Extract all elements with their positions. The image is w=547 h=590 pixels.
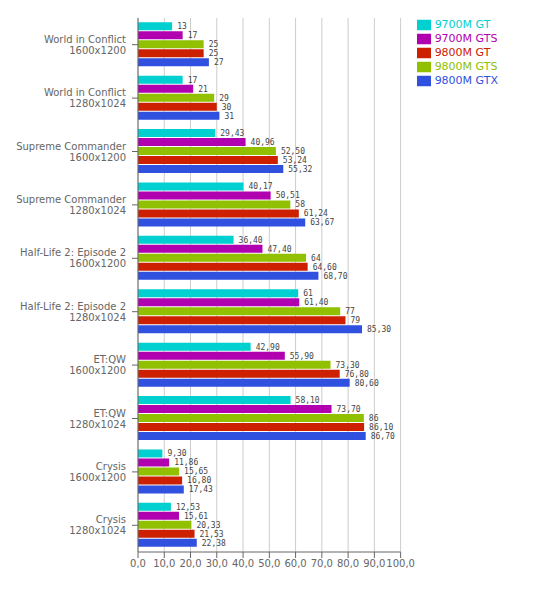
html-text:9800M GTX: 9800M GTX xyxy=(434,74,498,87)
svg-text:40,0: 40,0 xyxy=(232,558,254,569)
svg-text:21,53: 21,53 xyxy=(200,530,224,539)
html-text:9800M GT: 9800M GT xyxy=(434,46,491,59)
svg-text:15,61: 15,61 xyxy=(184,512,208,521)
svg-text:86,70: 86,70 xyxy=(371,432,395,441)
svg-text:61: 61 xyxy=(303,289,313,298)
svg-text:11,86: 11,86 xyxy=(174,458,198,467)
svg-text:16,80: 16,80 xyxy=(187,476,211,485)
svg-text:68,70: 68,70 xyxy=(323,272,347,281)
svg-text:ET:QW1280x1024: ET:QW1280x1024 xyxy=(69,408,126,430)
svg-text:90,0: 90,0 xyxy=(363,558,385,569)
svg-text:86: 86 xyxy=(369,414,379,423)
svg-text:17,43: 17,43 xyxy=(189,485,213,494)
svg-text:Crysis1600x1200: Crysis1600x1200 xyxy=(69,461,126,483)
svg-text:World in Conflict1280x1024: World in Conflict1280x1024 xyxy=(44,87,126,109)
svg-text:58: 58 xyxy=(295,200,305,209)
svg-text:21: 21 xyxy=(198,85,208,94)
svg-text:47,40: 47,40 xyxy=(267,245,291,254)
html-text:9700M GT: 9700M GT xyxy=(434,18,491,31)
svg-text:Half-Life 2: Episode 21600x120: Half-Life 2: Episode 21600x1200 xyxy=(20,247,126,269)
svg-text:Half-Life 2: Episode 21280x102: Half-Life 2: Episode 21280x1024 xyxy=(20,301,126,323)
svg-text:73,30: 73,30 xyxy=(336,361,360,370)
svg-text:80,0: 80,0 xyxy=(337,558,359,569)
svg-text:80,60: 80,60 xyxy=(355,379,379,388)
svg-text:36,40: 36,40 xyxy=(239,236,263,245)
svg-text:15,65: 15,65 xyxy=(184,467,208,476)
svg-text:12,53: 12,53 xyxy=(176,503,200,512)
svg-text:22,38: 22,38 xyxy=(202,539,226,548)
svg-text:73,70: 73,70 xyxy=(337,405,361,414)
svg-text:53,24: 53,24 xyxy=(283,156,307,165)
svg-text:42,90: 42,90 xyxy=(256,343,280,352)
svg-text:86,10: 86,10 xyxy=(369,423,393,432)
svg-text:63,67: 63,67 xyxy=(310,218,334,227)
svg-text:Crysis1280x1024: Crysis1280x1024 xyxy=(69,514,126,536)
svg-text:100,0: 100,0 xyxy=(386,558,415,569)
svg-text:ET:QW1600x1200: ET:QW1600x1200 xyxy=(69,354,126,376)
svg-text:20,0: 20,0 xyxy=(179,558,201,569)
html-text:9800M GTS: 9800M GTS xyxy=(434,60,498,73)
svg-text:10,0: 10,0 xyxy=(153,558,175,569)
svg-text:64,60: 64,60 xyxy=(313,263,337,272)
svg-text:61,40: 61,40 xyxy=(304,298,328,307)
svg-text:77: 77 xyxy=(345,307,355,316)
svg-text:30,0: 30,0 xyxy=(206,558,228,569)
svg-text:55,90: 55,90 xyxy=(290,352,314,361)
svg-text:0,0: 0,0 xyxy=(130,558,146,569)
svg-text:70,0: 70,0 xyxy=(311,558,333,569)
svg-text:25: 25 xyxy=(209,49,219,58)
svg-text:Supreme Commander1280x1024: Supreme Commander1280x1024 xyxy=(16,194,127,216)
svg-text:55,32: 55,32 xyxy=(288,165,312,174)
svg-text:40,96: 40,96 xyxy=(251,138,275,147)
svg-text:29: 29 xyxy=(219,94,229,103)
svg-text:25: 25 xyxy=(209,40,219,49)
svg-text:30: 30 xyxy=(222,103,232,112)
svg-text:40,17: 40,17 xyxy=(248,182,272,191)
svg-text:20,33: 20,33 xyxy=(196,521,220,530)
html-text:9700M GTS: 9700M GTS xyxy=(434,32,498,45)
svg-text:76,80: 76,80 xyxy=(345,370,369,379)
svg-text:9,30: 9,30 xyxy=(167,449,186,458)
svg-text:31: 31 xyxy=(224,112,234,121)
svg-text:13: 13 xyxy=(177,22,187,31)
svg-text:World in Conflict1600x1200: World in Conflict1600x1200 xyxy=(44,34,126,56)
svg-text:61,24: 61,24 xyxy=(304,209,328,218)
svg-text:85,30: 85,30 xyxy=(367,325,391,334)
svg-text:27: 27 xyxy=(214,58,224,67)
svg-text:79: 79 xyxy=(350,316,360,325)
svg-text:58,10: 58,10 xyxy=(296,396,320,405)
svg-text:17: 17 xyxy=(188,31,198,40)
svg-text:Supreme Commander1600x1200: Supreme Commander1600x1200 xyxy=(16,141,127,163)
svg-text:52,50: 52,50 xyxy=(281,147,305,156)
svg-text:17: 17 xyxy=(188,76,198,85)
svg-text:60,0: 60,0 xyxy=(284,558,306,569)
svg-text:50,0: 50,0 xyxy=(258,558,280,569)
svg-text:29,43: 29,43 xyxy=(220,129,244,138)
svg-text:50,51: 50,51 xyxy=(276,191,300,200)
svg-text:64: 64 xyxy=(311,254,321,263)
